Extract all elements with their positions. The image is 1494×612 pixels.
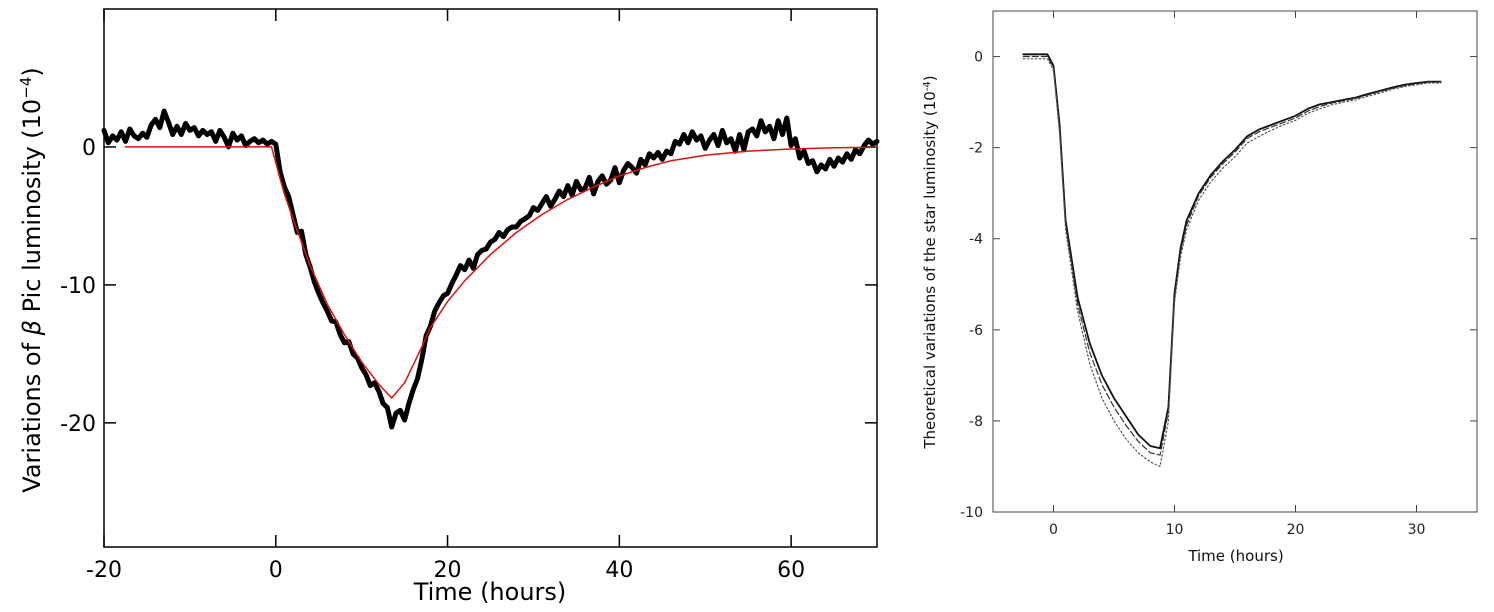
x-tick-label: 40 <box>605 558 633 583</box>
y-tick-label: -6 <box>969 323 983 339</box>
series-line-dotted <box>1022 58 1442 468</box>
x-tick-label: 20 <box>434 558 462 583</box>
y-axis-label: Theoretical variations of the star lumin… <box>921 75 939 449</box>
x-tick-label: -20 <box>86 558 122 583</box>
x-tick-label: 0 <box>1049 522 1058 538</box>
y-tick-label: -8 <box>969 414 983 430</box>
y-tick-label: 0 <box>974 50 983 66</box>
x-tick-label: 60 <box>777 558 805 583</box>
y-tick-label: -10 <box>960 505 983 521</box>
y-tick-label: -20 <box>60 412 96 437</box>
luminosity-theoretical-chart: 0 10 20 30 0 -2 -4 -6 -8 -10 Time (hours) Theore… <box>921 10 1478 565</box>
x-axis-label: Time (hours) <box>1187 547 1283 565</box>
series-line-solid <box>1022 53 1442 450</box>
x-axis-label: Time (hours) <box>413 578 567 606</box>
series-line-dashed <box>1022 55 1442 456</box>
series-line-thick-black <box>101 108 880 430</box>
y-tick-label: -10 <box>60 274 96 299</box>
plot-frame <box>992 10 1478 513</box>
x-tick-label: 0 <box>269 558 283 583</box>
y-tick-label: 0 <box>82 136 96 161</box>
plot-frame <box>103 8 878 548</box>
x-tick-label: 30 <box>1408 522 1426 538</box>
x-tick-label: 20 <box>1287 522 1305 538</box>
y-axis-label: Variations of β Pic luminosity (10−4) <box>17 67 46 492</box>
y-tick-label: -4 <box>969 232 983 248</box>
y-tick-label: -2 <box>969 141 983 157</box>
series-line-thin-red <box>124 146 878 399</box>
x-tick-label: 10 <box>1166 522 1184 538</box>
luminosity-observed-chart: -20 0 20 40 60 0 -10 -20 Time (hours) Variatio… <box>17 8 880 606</box>
